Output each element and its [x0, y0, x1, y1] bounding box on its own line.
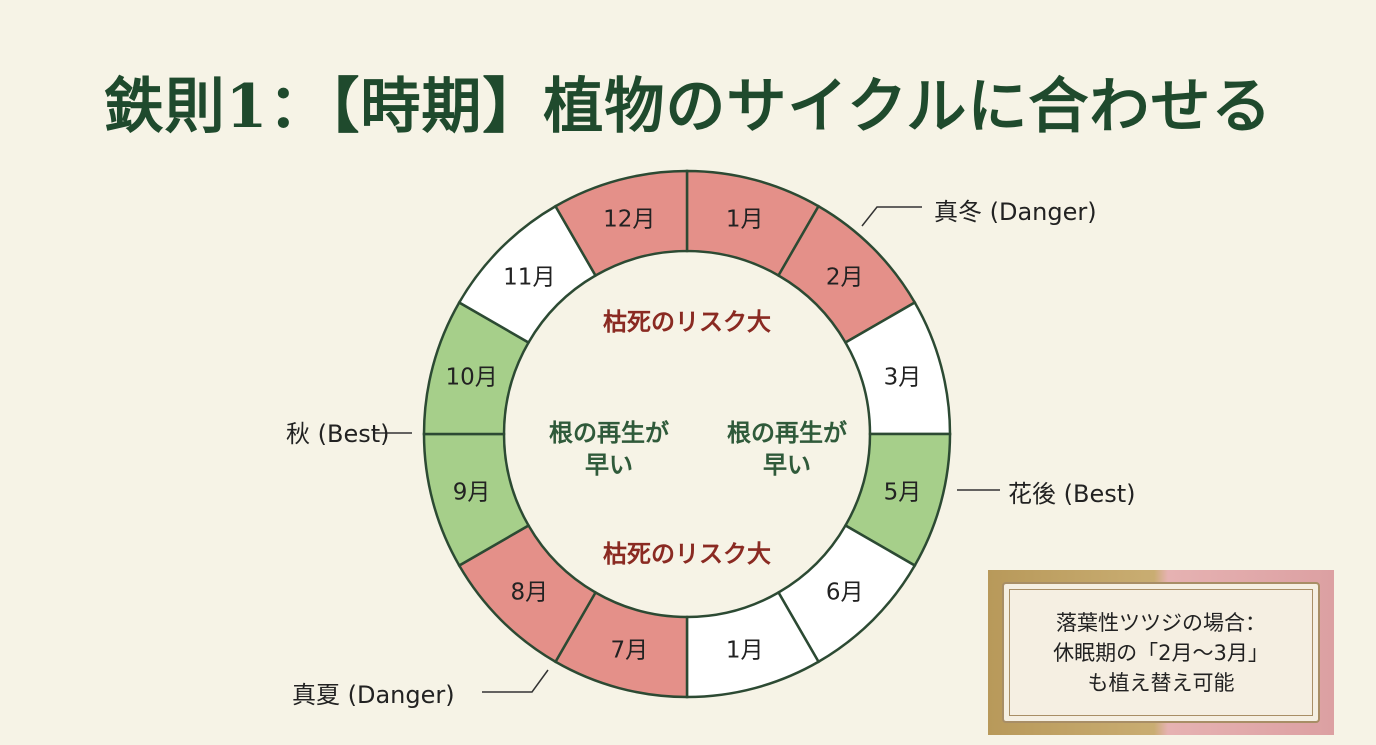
regen-label-right: 根の再生が	[727, 419, 847, 447]
note-line: も植え替え可能	[1087, 670, 1235, 695]
annotation-winter: 真冬 (Danger)	[934, 198, 1097, 226]
leader-line-summer	[482, 669, 549, 693]
month-label: 1月	[726, 207, 764, 233]
month-label: 9月	[453, 480, 491, 506]
note-card: 落葉性ツツジの場合： 休眠期の「2月〜3月」 も植え替え可能	[988, 570, 1334, 735]
month-label: 12月	[603, 207, 655, 233]
month-label: 5月	[884, 480, 922, 506]
month-label: 3月	[884, 364, 922, 390]
month-segment	[553, 169, 689, 278]
month-label: 10月	[445, 364, 497, 390]
annotation-after-bloom: 花後 (Best)	[1008, 480, 1136, 508]
risk-label-bottom: 枯死のリスク大	[603, 540, 771, 568]
annotation-summer: 真夏 (Danger)	[292, 681, 455, 709]
month-label: 6月	[826, 580, 864, 606]
risk-label-top: 枯死のリスク大	[603, 308, 771, 336]
regen-label-right: 早い	[763, 451, 811, 479]
month-label: 1月	[726, 637, 764, 663]
month-label: 2月	[826, 264, 864, 290]
month-label: 7月	[610, 637, 648, 663]
page-title: 鉄則1：【時期】植物のサイクルに合わせる	[103, 72, 1273, 142]
leader-line-winter	[861, 206, 922, 227]
month-label: 8月	[510, 580, 548, 606]
month-label: 11月	[503, 264, 555, 290]
note-line: 落葉性ツツジの場合：	[1056, 610, 1266, 635]
regen-label-left: 根の再生が	[549, 419, 669, 447]
annotation-autumn: 秋 (Best)	[286, 420, 390, 448]
note-line: 休眠期の「2月〜3月」	[1053, 640, 1269, 665]
regen-label-left: 早い	[585, 451, 633, 479]
